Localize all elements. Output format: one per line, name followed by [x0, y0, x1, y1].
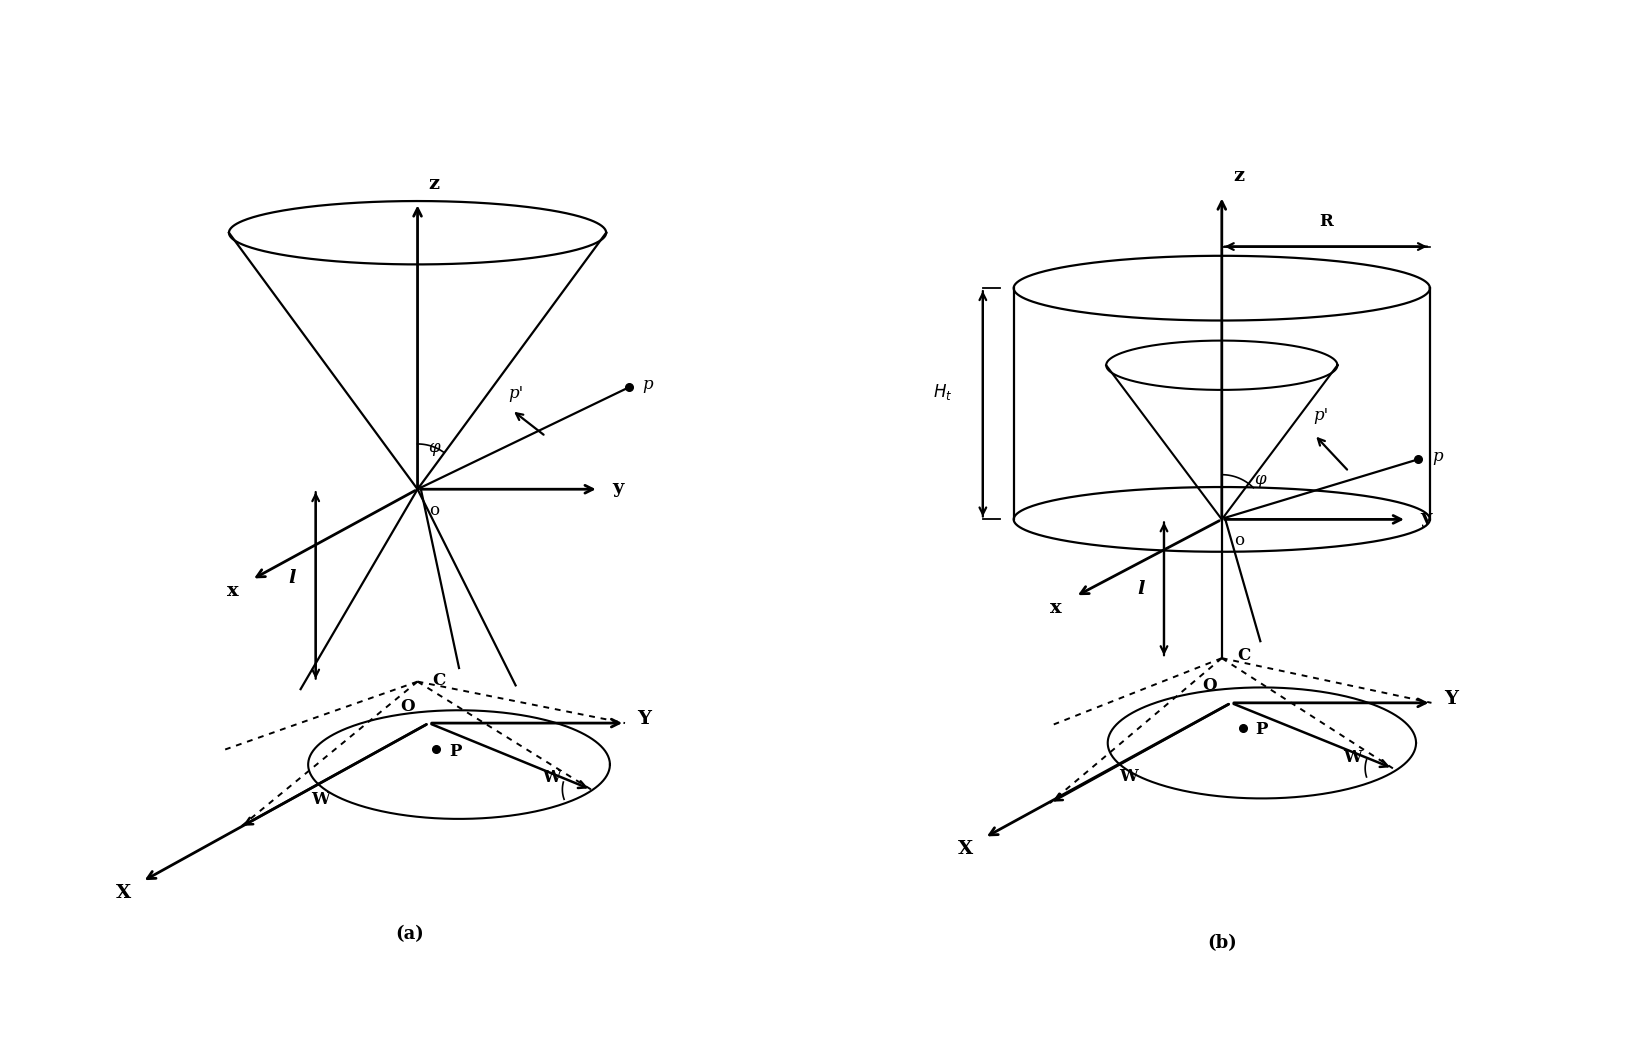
Text: o: o: [429, 501, 439, 518]
Text: x: x: [226, 582, 238, 600]
Text: W: W: [1119, 767, 1137, 784]
Text: z: z: [1233, 167, 1244, 185]
Text: o: o: [1233, 532, 1242, 549]
Text: y: y: [1419, 509, 1431, 527]
Text: Y: Y: [1442, 690, 1457, 708]
Text: W: W: [1342, 748, 1360, 765]
Text: y: y: [611, 479, 623, 497]
Text: (b): (b): [1206, 934, 1236, 952]
Text: X: X: [957, 841, 972, 859]
Text: R: R: [1318, 213, 1333, 230]
Text: O: O: [400, 697, 415, 716]
Text: p: p: [1431, 447, 1442, 464]
Text: P: P: [449, 743, 461, 760]
Text: X: X: [116, 884, 131, 902]
Text: O: O: [1201, 677, 1216, 694]
Text: p': p': [508, 385, 523, 402]
Text: φ: φ: [428, 439, 439, 456]
Text: (a): (a): [395, 925, 425, 943]
Text: z: z: [428, 175, 439, 193]
Text: x: x: [1049, 599, 1060, 617]
Text: W: W: [543, 768, 561, 785]
Text: C: C: [1236, 647, 1249, 664]
Text: C: C: [431, 672, 446, 689]
Text: Y: Y: [636, 710, 651, 728]
Text: l: l: [288, 569, 295, 587]
Text: p': p': [1313, 407, 1328, 424]
Text: P: P: [1255, 721, 1267, 739]
Text: $H_t$: $H_t$: [933, 383, 952, 402]
Text: p: p: [642, 376, 652, 393]
Text: W: W: [311, 791, 329, 808]
Text: φ: φ: [1254, 471, 1265, 488]
Text: l: l: [1136, 580, 1144, 598]
